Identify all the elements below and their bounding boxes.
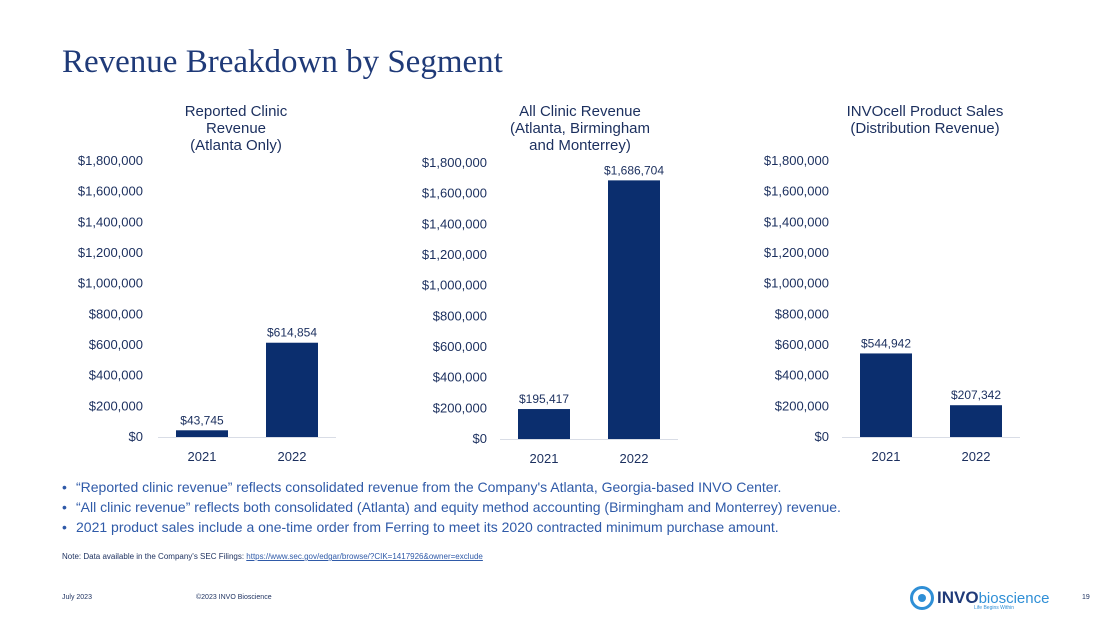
y-tick-label: $1,200,000 [78,245,143,260]
y-tick-label: $800,000 [775,306,829,321]
bar [518,409,570,439]
chart-1-title-line: Reported Clinic [184,103,288,120]
y-tick-label: $600,000 [775,337,829,352]
x-tick-label: 2021 [872,449,901,464]
y-tick-label: $1,000,000 [78,276,143,291]
y-tick-label: $0 [129,429,143,444]
bar [860,353,912,437]
logo-wordmark: INVO [937,588,979,607]
chart-3-title-line: INVOcell Product Sales [846,103,1004,120]
chart-1-title-line: (Atlanta Only) [190,137,282,154]
x-tick-label: 2021 [530,451,559,466]
chart-2-title-line: All Clinic Revenue [519,103,641,120]
page-number: 19 [1082,594,1090,601]
footnote-bullets: “Reported clinic revenue” reflects conso… [62,477,841,537]
y-tick-label: $1,200,000 [764,245,829,260]
data-label: $43,745 [180,413,224,427]
y-tick-label: $400,000 [433,370,487,385]
y-tick-label: $600,000 [89,337,143,352]
y-tick-label: $800,000 [89,306,143,321]
source-note: Note: Data available in the Company's SE… [62,552,483,561]
y-tick-label: $1,000,000 [764,276,829,291]
bar [176,430,228,437]
chart-2-title: All Clinic Revenue (Atlanta, Birmingham … [470,103,690,154]
bullet-item: “All clinic revenue” reflects both conso… [62,497,841,517]
x-tick-label: 2022 [620,451,649,466]
invo-bioscience-logo: INVO bioscience Life Begins Within [910,584,1049,612]
chart-2-title-line: and Monterrey) [529,137,631,154]
y-tick-label: $1,000,000 [422,278,487,293]
bar [266,342,318,437]
y-tick-label: $1,200,000 [422,247,487,262]
chart-2-title-line: (Atlanta, Birmingham [509,120,651,137]
y-tick-label: $1,600,000 [422,186,487,201]
y-tick-label: $800,000 [433,308,487,323]
y-tick-label: $400,000 [89,368,143,383]
chart-1-title: Reported Clinic Revenue (Atlanta Only) [126,103,346,154]
slide-title: Revenue Breakdown by Segment [62,44,503,80]
y-tick-label: $0 [815,429,829,444]
bullet-item: “Reported clinic revenue” reflects conso… [62,477,841,497]
y-tick-label: $200,000 [775,398,829,413]
bar [950,405,1002,437]
y-tick-label: $1,800,000 [422,155,487,170]
source-note-text: Note: Data available in the Company's SE… [62,552,247,561]
data-label: $207,342 [951,388,1001,402]
y-tick-label: $600,000 [433,339,487,354]
logo-wordmark-2: bioscience [978,589,1050,607]
x-tick-label: 2022 [962,449,991,464]
bar [608,180,660,439]
x-tick-label: 2022 [278,449,307,464]
y-tick-label: $1,800,000 [78,153,143,168]
logo-circle-icon [910,586,934,610]
sec-filings-link[interactable]: https://www.sec.gov/edgar/browse/?CIK=14… [246,552,483,561]
footer-copyright: ©2023 INVO Bioscience [196,594,272,601]
y-tick-label: $400,000 [775,368,829,383]
chart-3-title-line: (Distribution Revenue) [850,120,1000,137]
y-tick-label: $1,600,000 [78,184,143,199]
data-label: $614,854 [267,326,317,340]
chart-3-title: INVOcell Product Sales (Distribution Rev… [815,103,1035,137]
y-tick-label: $1,400,000 [78,214,143,229]
y-tick-label: $1,600,000 [764,184,829,199]
y-tick-label: $200,000 [433,400,487,415]
data-label: $1,686,704 [604,163,664,177]
data-label: $195,417 [519,392,569,406]
y-tick-label: $0 [473,431,487,446]
chart-1-title-line: Revenue [205,120,267,137]
x-tick-label: 2021 [188,449,217,464]
bullet-item: 2021 product sales include a one-time or… [62,517,841,537]
logo-tagline: Life Begins Within [974,605,1015,611]
y-tick-label: $200,000 [89,398,143,413]
y-tick-label: $1,400,000 [764,214,829,229]
y-tick-label: $1,800,000 [764,153,829,168]
data-label: $544,942 [861,336,911,350]
y-tick-label: $1,400,000 [422,216,487,231]
footer-date: July 2023 [62,594,92,601]
